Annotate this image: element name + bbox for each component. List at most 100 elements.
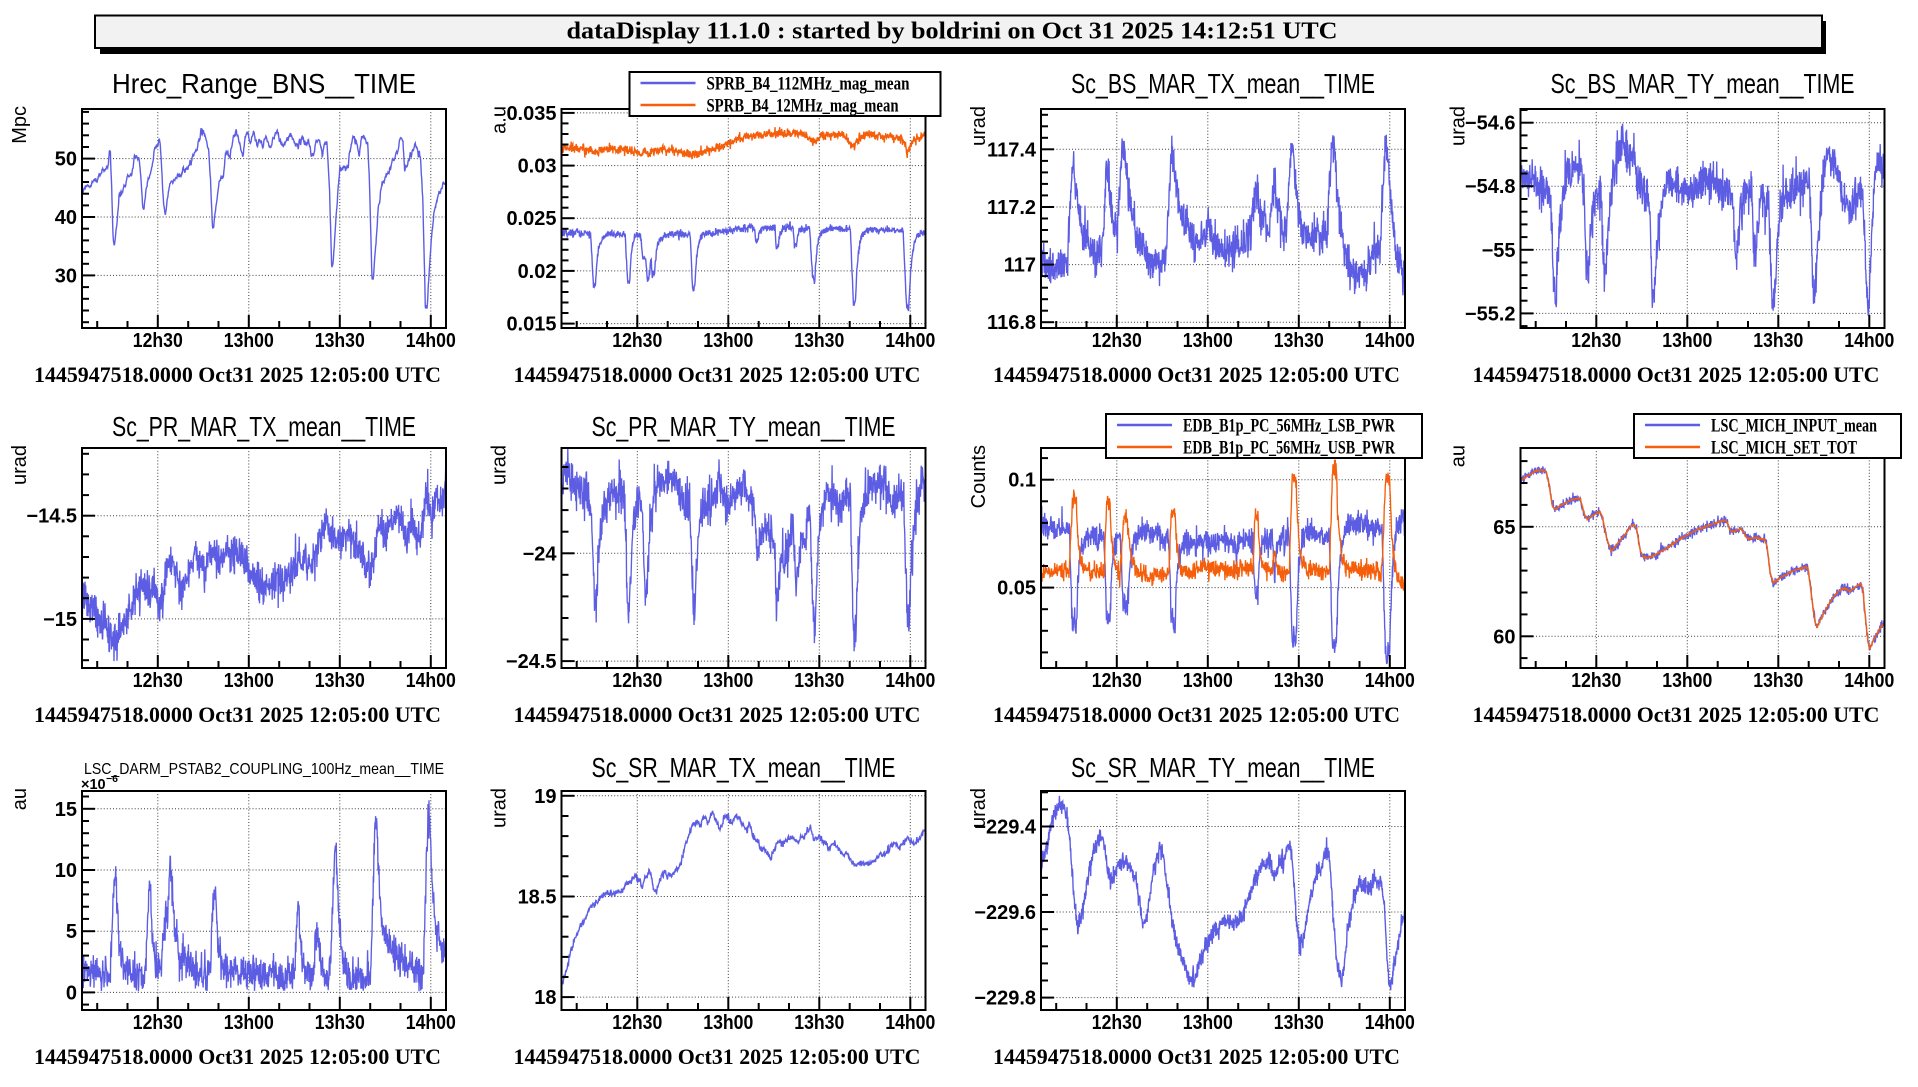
svg-text:1445947518.0000 Oct31 2025 12:: 1445947518.0000 Oct31 2025 12:05:00 UTC xyxy=(1473,702,1880,727)
svg-text:−55: −55 xyxy=(1482,240,1516,262)
svg-text:−55.2: −55.2 xyxy=(1465,303,1516,325)
svg-text:13h00: 13h00 xyxy=(703,669,753,692)
svg-text:14h00: 14h00 xyxy=(885,1011,935,1034)
svg-text:13h00: 13h00 xyxy=(1662,669,1712,692)
svg-text:−229.4: −229.4 xyxy=(974,817,1037,839)
svg-text:14h00: 14h00 xyxy=(1365,669,1415,692)
svg-text:au: au xyxy=(9,788,31,810)
svg-text:0.015: 0.015 xyxy=(506,314,556,336)
svg-text:13h30: 13h30 xyxy=(1274,329,1324,352)
svg-text:Hrec_Range_BNS__TIME: Hrec_Range_BNS__TIME xyxy=(112,68,416,99)
svg-text:14h00: 14h00 xyxy=(406,669,456,692)
svg-text:LSC_MICH_SET_TOT: LSC_MICH_SET_TOT xyxy=(1711,438,1857,459)
svg-text:0.05: 0.05 xyxy=(997,578,1036,600)
svg-text:12h30: 12h30 xyxy=(133,1011,183,1034)
svg-text:12h30: 12h30 xyxy=(612,669,662,692)
svg-text:14h00: 14h00 xyxy=(406,1011,456,1034)
svg-text:13h30: 13h30 xyxy=(1753,329,1803,352)
svg-text:urad: urad xyxy=(489,788,511,828)
svg-text:LSC_MICH_INPUT_mean: LSC_MICH_INPUT_mean xyxy=(1711,416,1877,437)
svg-text:0.03: 0.03 xyxy=(518,156,557,178)
svg-text:10: 10 xyxy=(55,860,77,882)
svg-text:13h30: 13h30 xyxy=(1753,669,1803,692)
svg-text:13h30: 13h30 xyxy=(1274,669,1324,692)
svg-text:LSC_DARM_PSTAB2_COUPLING_100Hz: LSC_DARM_PSTAB2_COUPLING_100Hz_mean__TIM… xyxy=(84,761,444,778)
svg-text:14h00: 14h00 xyxy=(1844,329,1894,352)
svg-text:−24.5: −24.5 xyxy=(506,651,557,673)
svg-text:13h00: 13h00 xyxy=(224,669,274,692)
svg-text:Sc_SR_MAR_TY_mean__TIME: Sc_SR_MAR_TY_mean__TIME xyxy=(1071,752,1375,783)
svg-text:1445947518.0000 Oct31 2025 12:: 1445947518.0000 Oct31 2025 12:05:00 UTC xyxy=(34,362,441,387)
svg-text:EDB_B1p_PC_56MHz_USB_PWR: EDB_B1p_PC_56MHz_USB_PWR xyxy=(1183,438,1395,459)
svg-text:au: au xyxy=(1448,445,1470,467)
svg-text:EDB_B1p_PC_56MHz_LSB_PWR: EDB_B1p_PC_56MHz_LSB_PWR xyxy=(1183,416,1395,437)
svg-text:117: 117 xyxy=(1004,255,1036,277)
svg-text:14h00: 14h00 xyxy=(1365,1011,1415,1034)
svg-text:13h00: 13h00 xyxy=(224,329,274,352)
svg-text:12h30: 12h30 xyxy=(133,669,183,692)
svg-text:0.025: 0.025 xyxy=(506,208,556,230)
svg-text:×10: ×10 xyxy=(81,777,106,793)
svg-text:14h00: 14h00 xyxy=(1844,669,1894,692)
svg-text:13h30: 13h30 xyxy=(315,1011,365,1034)
svg-text:−229.6: −229.6 xyxy=(974,902,1036,924)
svg-text:Sc_PR_MAR_TY_mean__TIME: Sc_PR_MAR_TY_mean__TIME xyxy=(592,411,896,442)
svg-text:−229.8: −229.8 xyxy=(974,988,1036,1010)
svg-text:15: 15 xyxy=(55,799,77,821)
svg-text:13h00: 13h00 xyxy=(224,1011,274,1034)
svg-text:1445947518.0000 Oct31 2025 12:: 1445947518.0000 Oct31 2025 12:05:00 UTC xyxy=(993,1044,1400,1069)
svg-text:13h00: 13h00 xyxy=(1183,669,1233,692)
svg-text:117.4: 117.4 xyxy=(987,139,1037,161)
svg-text:1445947518.0000 Oct31 2025 12:: 1445947518.0000 Oct31 2025 12:05:00 UTC xyxy=(993,702,1400,727)
svg-text:12h30: 12h30 xyxy=(1092,669,1142,692)
svg-text:117.2: 117.2 xyxy=(987,197,1036,219)
svg-text:13h30: 13h30 xyxy=(794,1011,844,1034)
svg-text:SPRB_B4_12MHz_mag_mean: SPRB_B4_12MHz_mag_mean xyxy=(707,96,899,117)
svg-text:1445947518.0000 Oct31 2025 12:: 1445947518.0000 Oct31 2025 12:05:00 UTC xyxy=(34,702,441,727)
svg-text:1445947518.0000 Oct31 2025 12:: 1445947518.0000 Oct31 2025 12:05:00 UTC xyxy=(514,362,921,387)
svg-text:60: 60 xyxy=(1493,626,1515,648)
svg-text:−24: −24 xyxy=(523,543,558,565)
svg-text:12h30: 12h30 xyxy=(1092,329,1142,352)
svg-text:Sc_BS_MAR_TY_mean__TIME: Sc_BS_MAR_TY_mean__TIME xyxy=(1551,68,1855,99)
svg-text:0: 0 xyxy=(66,982,77,1004)
svg-text:13h00: 13h00 xyxy=(703,1011,753,1034)
svg-text:0.035: 0.035 xyxy=(506,103,556,125)
svg-text:30: 30 xyxy=(55,265,77,287)
svg-text:13h30: 13h30 xyxy=(794,329,844,352)
svg-text:13h30: 13h30 xyxy=(315,669,365,692)
svg-text:−6: −6 xyxy=(106,773,118,785)
svg-text:0.02: 0.02 xyxy=(518,261,557,283)
svg-text:13h30: 13h30 xyxy=(794,669,844,692)
svg-text:12h30: 12h30 xyxy=(133,329,183,352)
svg-text:urad: urad xyxy=(1448,106,1470,146)
svg-text:65: 65 xyxy=(1493,517,1515,539)
svg-text:12h30: 12h30 xyxy=(1571,329,1621,352)
svg-text:Counts: Counts xyxy=(968,445,990,508)
svg-text:12h30: 12h30 xyxy=(612,1011,662,1034)
svg-text:18.5: 18.5 xyxy=(518,887,557,909)
svg-text:urad: urad xyxy=(968,106,990,146)
svg-text:13h30: 13h30 xyxy=(315,329,365,352)
svg-text:12h30: 12h30 xyxy=(1571,669,1621,692)
svg-text:12h30: 12h30 xyxy=(1092,1011,1142,1034)
svg-text:5: 5 xyxy=(66,921,77,943)
svg-text:urad: urad xyxy=(9,445,31,485)
svg-text:1445947518.0000 Oct31 2025 12:: 1445947518.0000 Oct31 2025 12:05:00 UTC xyxy=(514,702,921,727)
svg-text:1445947518.0000 Oct31 2025 12:: 1445947518.0000 Oct31 2025 12:05:00 UTC xyxy=(993,362,1400,387)
svg-text:13h00: 13h00 xyxy=(1183,1011,1233,1034)
svg-text:13h00: 13h00 xyxy=(1662,329,1712,352)
svg-text:Sc_PR_MAR_TX_mean__TIME: Sc_PR_MAR_TX_mean__TIME xyxy=(112,411,416,442)
svg-text:18: 18 xyxy=(534,987,556,1009)
svg-text:13h30: 13h30 xyxy=(1274,1011,1324,1034)
svg-text:Mpc: Mpc xyxy=(9,106,31,144)
svg-text:−54.8: −54.8 xyxy=(1465,176,1516,198)
svg-text:13h00: 13h00 xyxy=(703,329,753,352)
svg-text:14h00: 14h00 xyxy=(1365,329,1415,352)
svg-text:50: 50 xyxy=(55,149,77,171)
svg-text:13h00: 13h00 xyxy=(1183,329,1233,352)
svg-text:14h00: 14h00 xyxy=(885,329,935,352)
svg-text:1445947518.0000 Oct31 2025 12:: 1445947518.0000 Oct31 2025 12:05:00 UTC xyxy=(514,1044,921,1069)
svg-text:40: 40 xyxy=(55,207,77,229)
svg-text:a.u: a.u xyxy=(489,106,511,134)
